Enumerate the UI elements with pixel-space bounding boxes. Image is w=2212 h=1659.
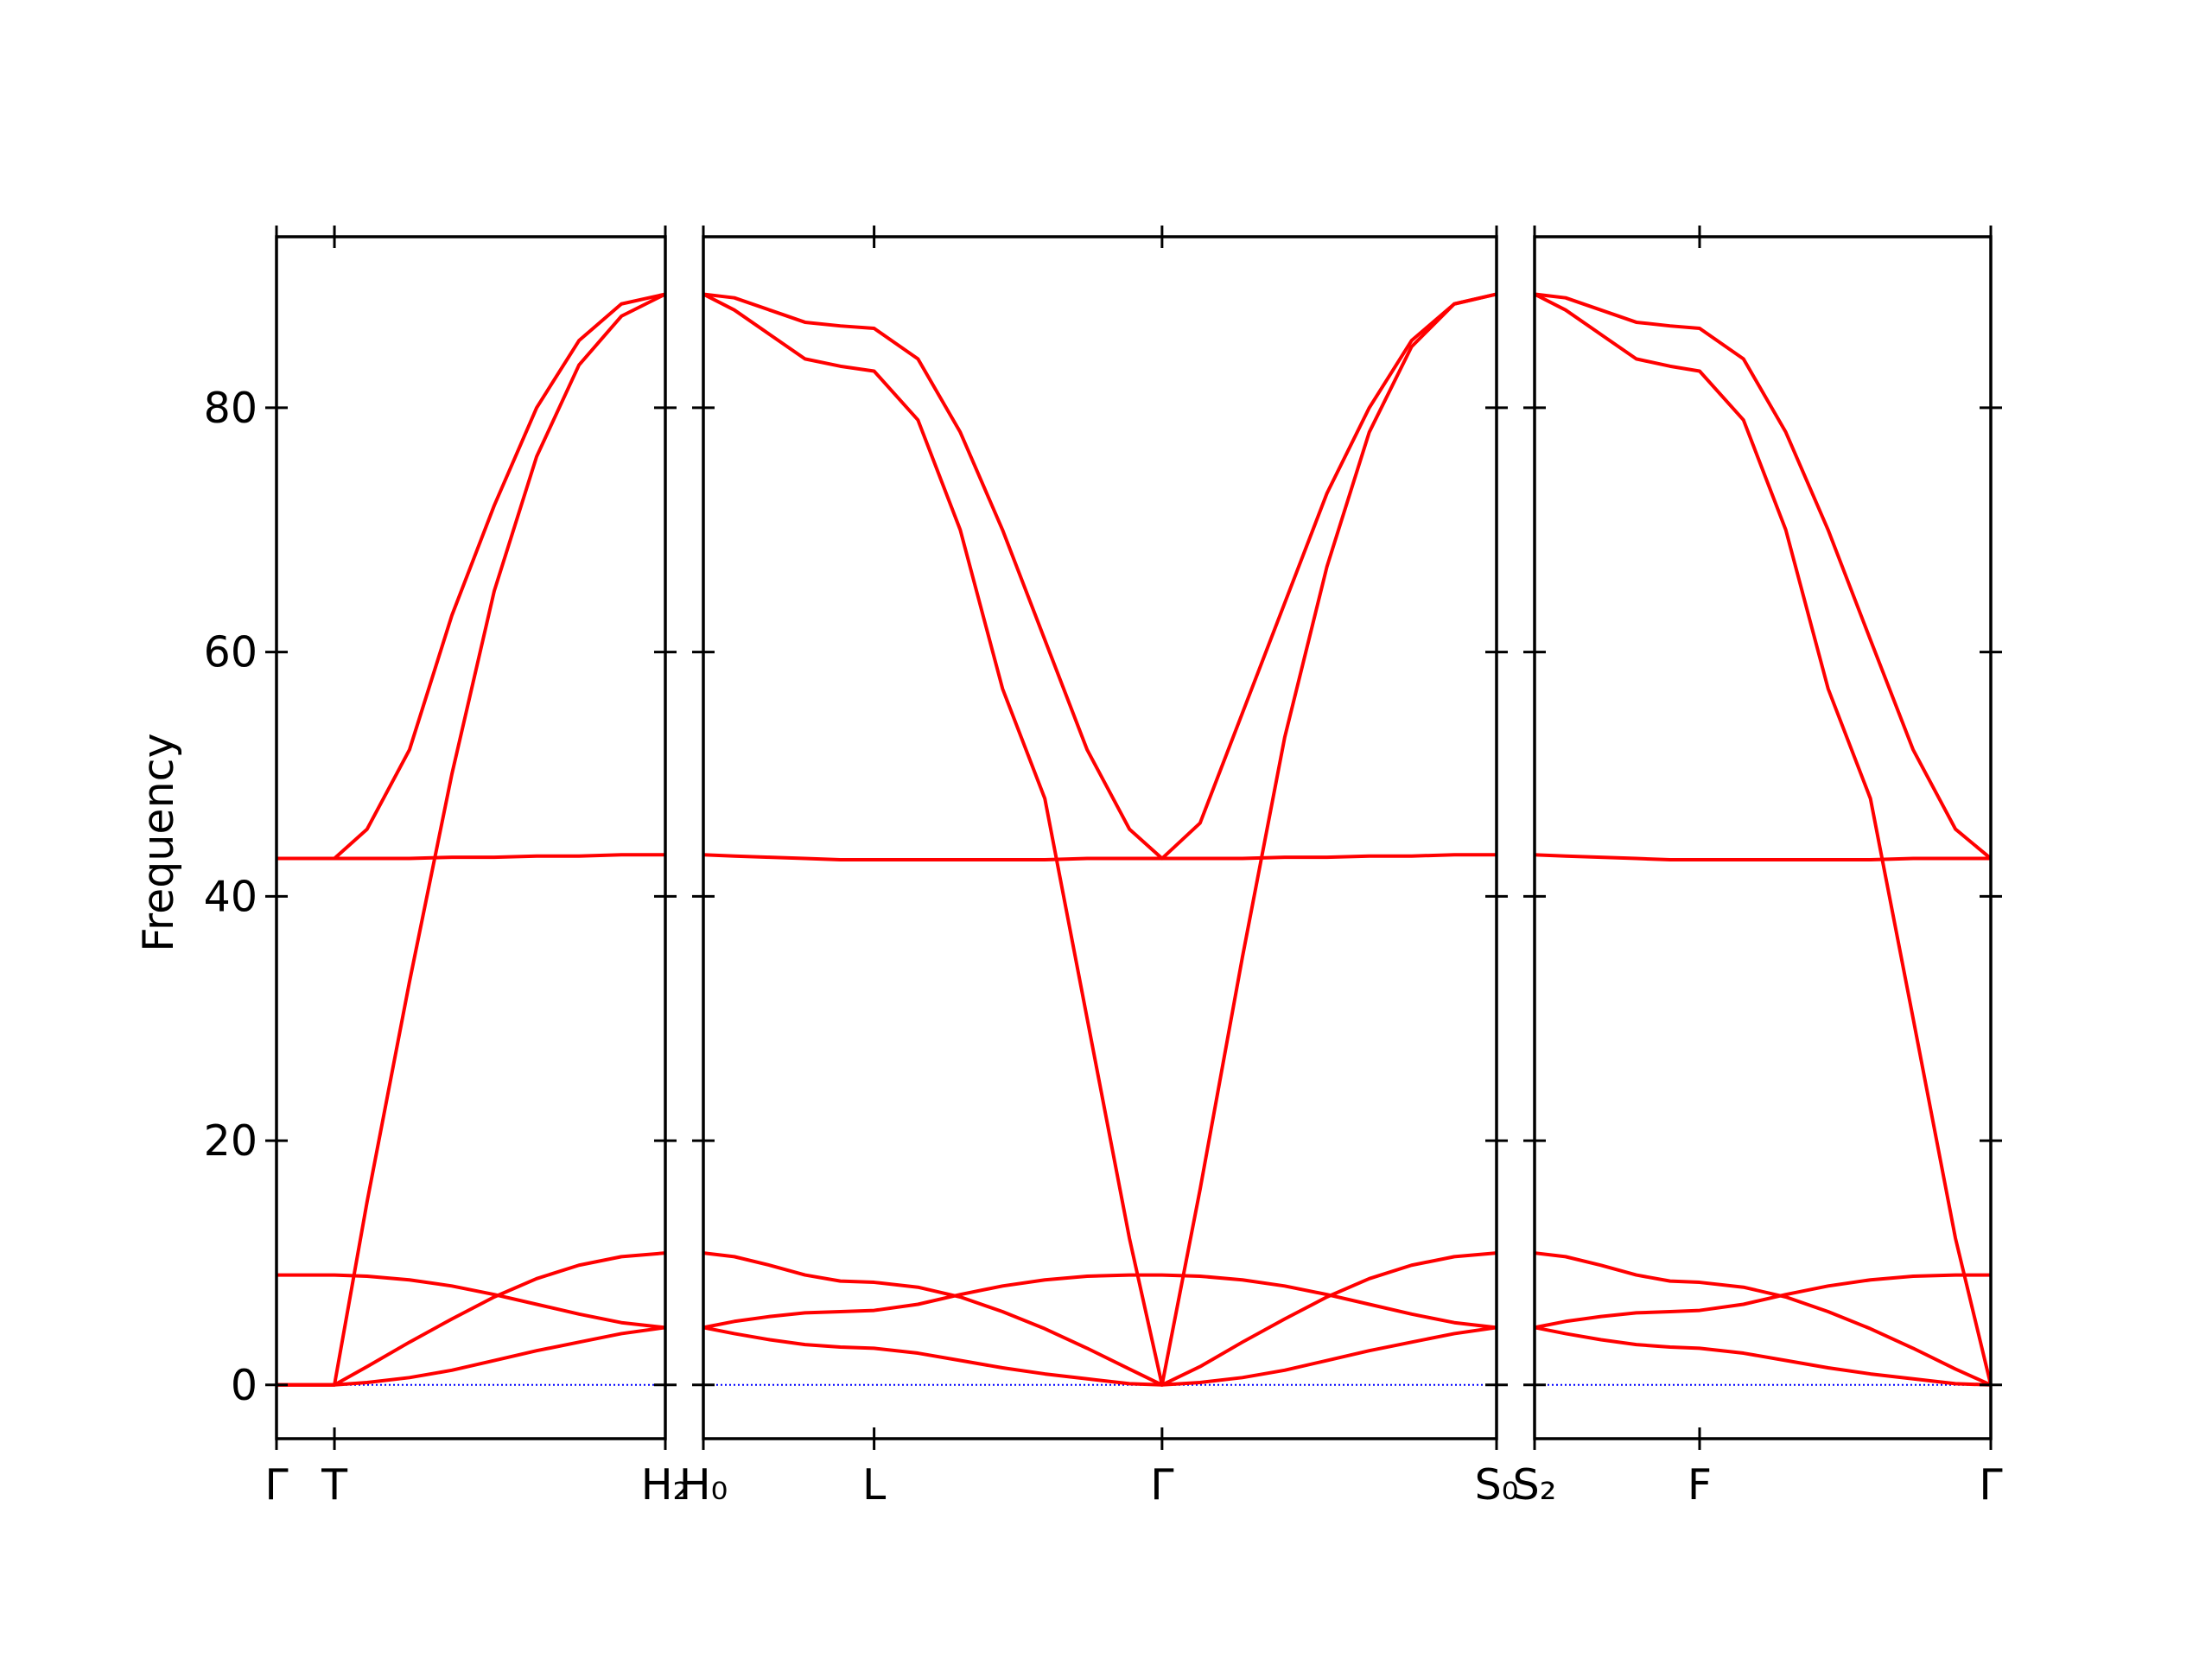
- x-tick-label: T: [321, 1460, 348, 1510]
- plot-frame: [275, 235, 667, 1440]
- panel: H₀ L Γ S₀: [679, 226, 1519, 1510]
- band-line: [1534, 1325, 1992, 1387]
- x-tick-label: H₂: [641, 1460, 690, 1510]
- panel: 0 20 40 60 80 Γ T H₂ Frequency: [134, 226, 690, 1510]
- x-tick-label: S₀: [1475, 1460, 1519, 1510]
- x-tick-label: F: [1688, 1460, 1712, 1510]
- band-line: [1534, 292, 1993, 861]
- band-line: [702, 1325, 1497, 1387]
- y-tick-label: 0: [231, 1361, 257, 1410]
- band-line: [702, 292, 1497, 861]
- x-tick-label: H₀: [679, 1460, 728, 1510]
- band-line: [1534, 292, 1993, 1386]
- band-line: [1534, 853, 1991, 861]
- y-axis-label: Frequency: [134, 733, 183, 951]
- plot-frame: [702, 235, 1498, 1440]
- band-line: [702, 853, 1497, 861]
- band-line: [1534, 1273, 1991, 1330]
- band-line: [702, 1273, 1497, 1330]
- band-line: [276, 1273, 666, 1330]
- band-line: [276, 292, 666, 1387]
- band-line: [1534, 1251, 1992, 1387]
- band-line: [702, 1251, 1497, 1387]
- x-tick-label: Γ: [1979, 1460, 2003, 1510]
- y-tick-label: 20: [204, 1116, 257, 1166]
- x-tick-label: Γ: [1150, 1460, 1174, 1510]
- x-tick-label: L: [862, 1460, 887, 1510]
- band-line: [702, 292, 1497, 1387]
- x-tick-label: S₂: [1513, 1460, 1557, 1510]
- band-line: [276, 292, 666, 861]
- y-tick-label: 40: [204, 872, 257, 921]
- x-tick-label: Γ: [264, 1460, 289, 1510]
- plot-frame: [1533, 235, 1993, 1440]
- y-tick-label: 80: [204, 384, 257, 433]
- panel: S₂ F Γ: [1513, 226, 2003, 1510]
- y-tick-label: 60: [204, 628, 257, 677]
